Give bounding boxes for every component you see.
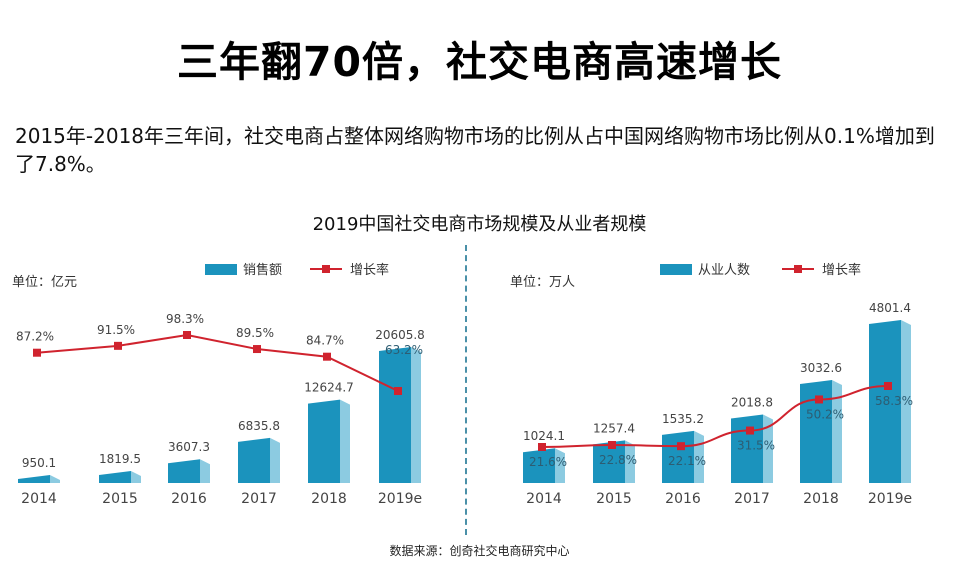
workers-x-tick-label: 2015 (596, 491, 632, 507)
sales-x-tick-label: 2018 (311, 491, 347, 507)
workers-growth-marker (746, 426, 754, 435)
workers-bar-value-label: 1024.1 (523, 429, 565, 443)
workers-bar (662, 430, 694, 483)
workers-x-tick-label: 2017 (734, 491, 770, 507)
sales-legend-line-label: 增长率 (350, 262, 389, 278)
workers-growth-label: 31.5% (737, 439, 775, 453)
workers-bar-side (763, 414, 773, 483)
workers-growth-label: 22.1% (668, 454, 706, 468)
sales-bar-value-label: 20605.8 (375, 328, 425, 342)
sales-growth-marker (394, 387, 402, 395)
workers-legend-line-label: 增长率 (822, 262, 861, 278)
sales-growth-label: 84.7% (306, 334, 344, 348)
sales-growth-marker (114, 341, 122, 350)
sales-bar (168, 459, 200, 483)
workers-bar-side (832, 380, 842, 483)
sales-growth-line (36, 333, 399, 392)
workers-legend-line-marker (794, 265, 802, 273)
sales-bar-side (411, 347, 421, 483)
sales-bar-value-label: 950.1 (22, 456, 56, 470)
sales-growth-label: 98.3% (166, 312, 204, 326)
workers-growth-marker (608, 441, 616, 450)
workers-bar-side (901, 320, 911, 483)
workers-x-tick-label: 2018 (803, 491, 839, 507)
workers-legend-bar-swatch (660, 264, 692, 275)
sales-x-tick-label: 2017 (241, 491, 277, 507)
sales-bar-side (340, 399, 350, 483)
workers-x-tick-label: 2014 (526, 491, 562, 507)
workers-x-tick-label: 2019e (868, 491, 912, 507)
workers-bar-side (555, 448, 565, 483)
sales-legend-bar-label: 销售额 (243, 262, 282, 278)
workers-growth-marker (538, 443, 546, 451)
workers-bar-value-label: 4801.4 (869, 301, 911, 315)
workers-growth-marker (884, 382, 892, 390)
workers-growth-marker (815, 395, 823, 404)
sales-growth-marker (33, 348, 41, 357)
workers-bar-value-label: 2018.8 (731, 395, 773, 409)
workers-x-tick-label: 2016 (665, 491, 701, 507)
sales-legend-bar-swatch (205, 264, 237, 275)
workers-bar (869, 320, 901, 483)
sales-growth-label: 89.5% (236, 326, 274, 340)
workers-bar (593, 440, 625, 483)
sales-growth-marker (323, 352, 331, 361)
workers-bar (523, 448, 555, 483)
sales-bar (99, 470, 131, 483)
description-text: 2015年-2018年三年间，社交电商占整体网络购物市场的比例从占中国网络购物市… (15, 124, 935, 176)
workers-growth-label: 22.8% (599, 453, 637, 467)
sales-bar-side (270, 437, 280, 483)
workers-bar-side (625, 440, 635, 483)
source-note: 数据来源：创奇社交电商研究中心 (389, 544, 570, 558)
sales-bar (308, 399, 340, 483)
workers-bar-value-label: 1535.2 (662, 412, 704, 426)
sales-bar (379, 347, 411, 483)
sales-x-tick-label: 2014 (21, 491, 57, 507)
chart-title: 2019中国社交电商市场规模及从业者规模 (312, 214, 647, 235)
workers-growth-label: 21.6% (529, 455, 567, 469)
sales-legend-line-marker (322, 265, 330, 273)
sales-unit-label: 单位：亿元 (12, 275, 77, 290)
sales-growth-label: 91.5% (97, 323, 135, 337)
sales-x-tick-label: 2016 (171, 491, 207, 507)
sales-bar-value-label: 1819.5 (99, 452, 141, 466)
chart-divider (465, 245, 467, 535)
workers-growth-label: 58.3% (875, 394, 913, 408)
workers-legend-bar-label: 从业人数 (698, 263, 750, 278)
page-title: 三年翻70倍，社交电商高速增长 (176, 38, 783, 86)
sales-growth-marker (253, 345, 261, 354)
workers-bar (800, 380, 832, 483)
sales-growth-label: 63.2% (385, 343, 423, 357)
sales-bar-value-label: 6835.8 (238, 419, 280, 433)
sales-bar (18, 475, 50, 483)
workers-bar-value-label: 3032.6 (800, 361, 842, 375)
workers-bar-value-label: 1257.4 (593, 421, 635, 435)
workers-growth-marker (677, 442, 685, 451)
workers-unit-label: 单位：万人 (510, 275, 575, 290)
sales-bar-value-label: 3607.3 (168, 440, 210, 454)
sales-bar-side (131, 470, 141, 483)
sales-bar (238, 437, 270, 483)
workers-growth-label: 50.2% (806, 407, 844, 421)
sales-bar-side (200, 459, 210, 483)
sales-x-tick-label: 2019e (378, 491, 422, 507)
sales-bar-side (50, 475, 60, 483)
sales-x-tick-label: 2015 (102, 491, 138, 507)
sales-growth-label: 87.2% (16, 330, 54, 344)
sales-bar-value-label: 12624.7 (304, 381, 354, 395)
sales-growth-marker (183, 331, 191, 339)
